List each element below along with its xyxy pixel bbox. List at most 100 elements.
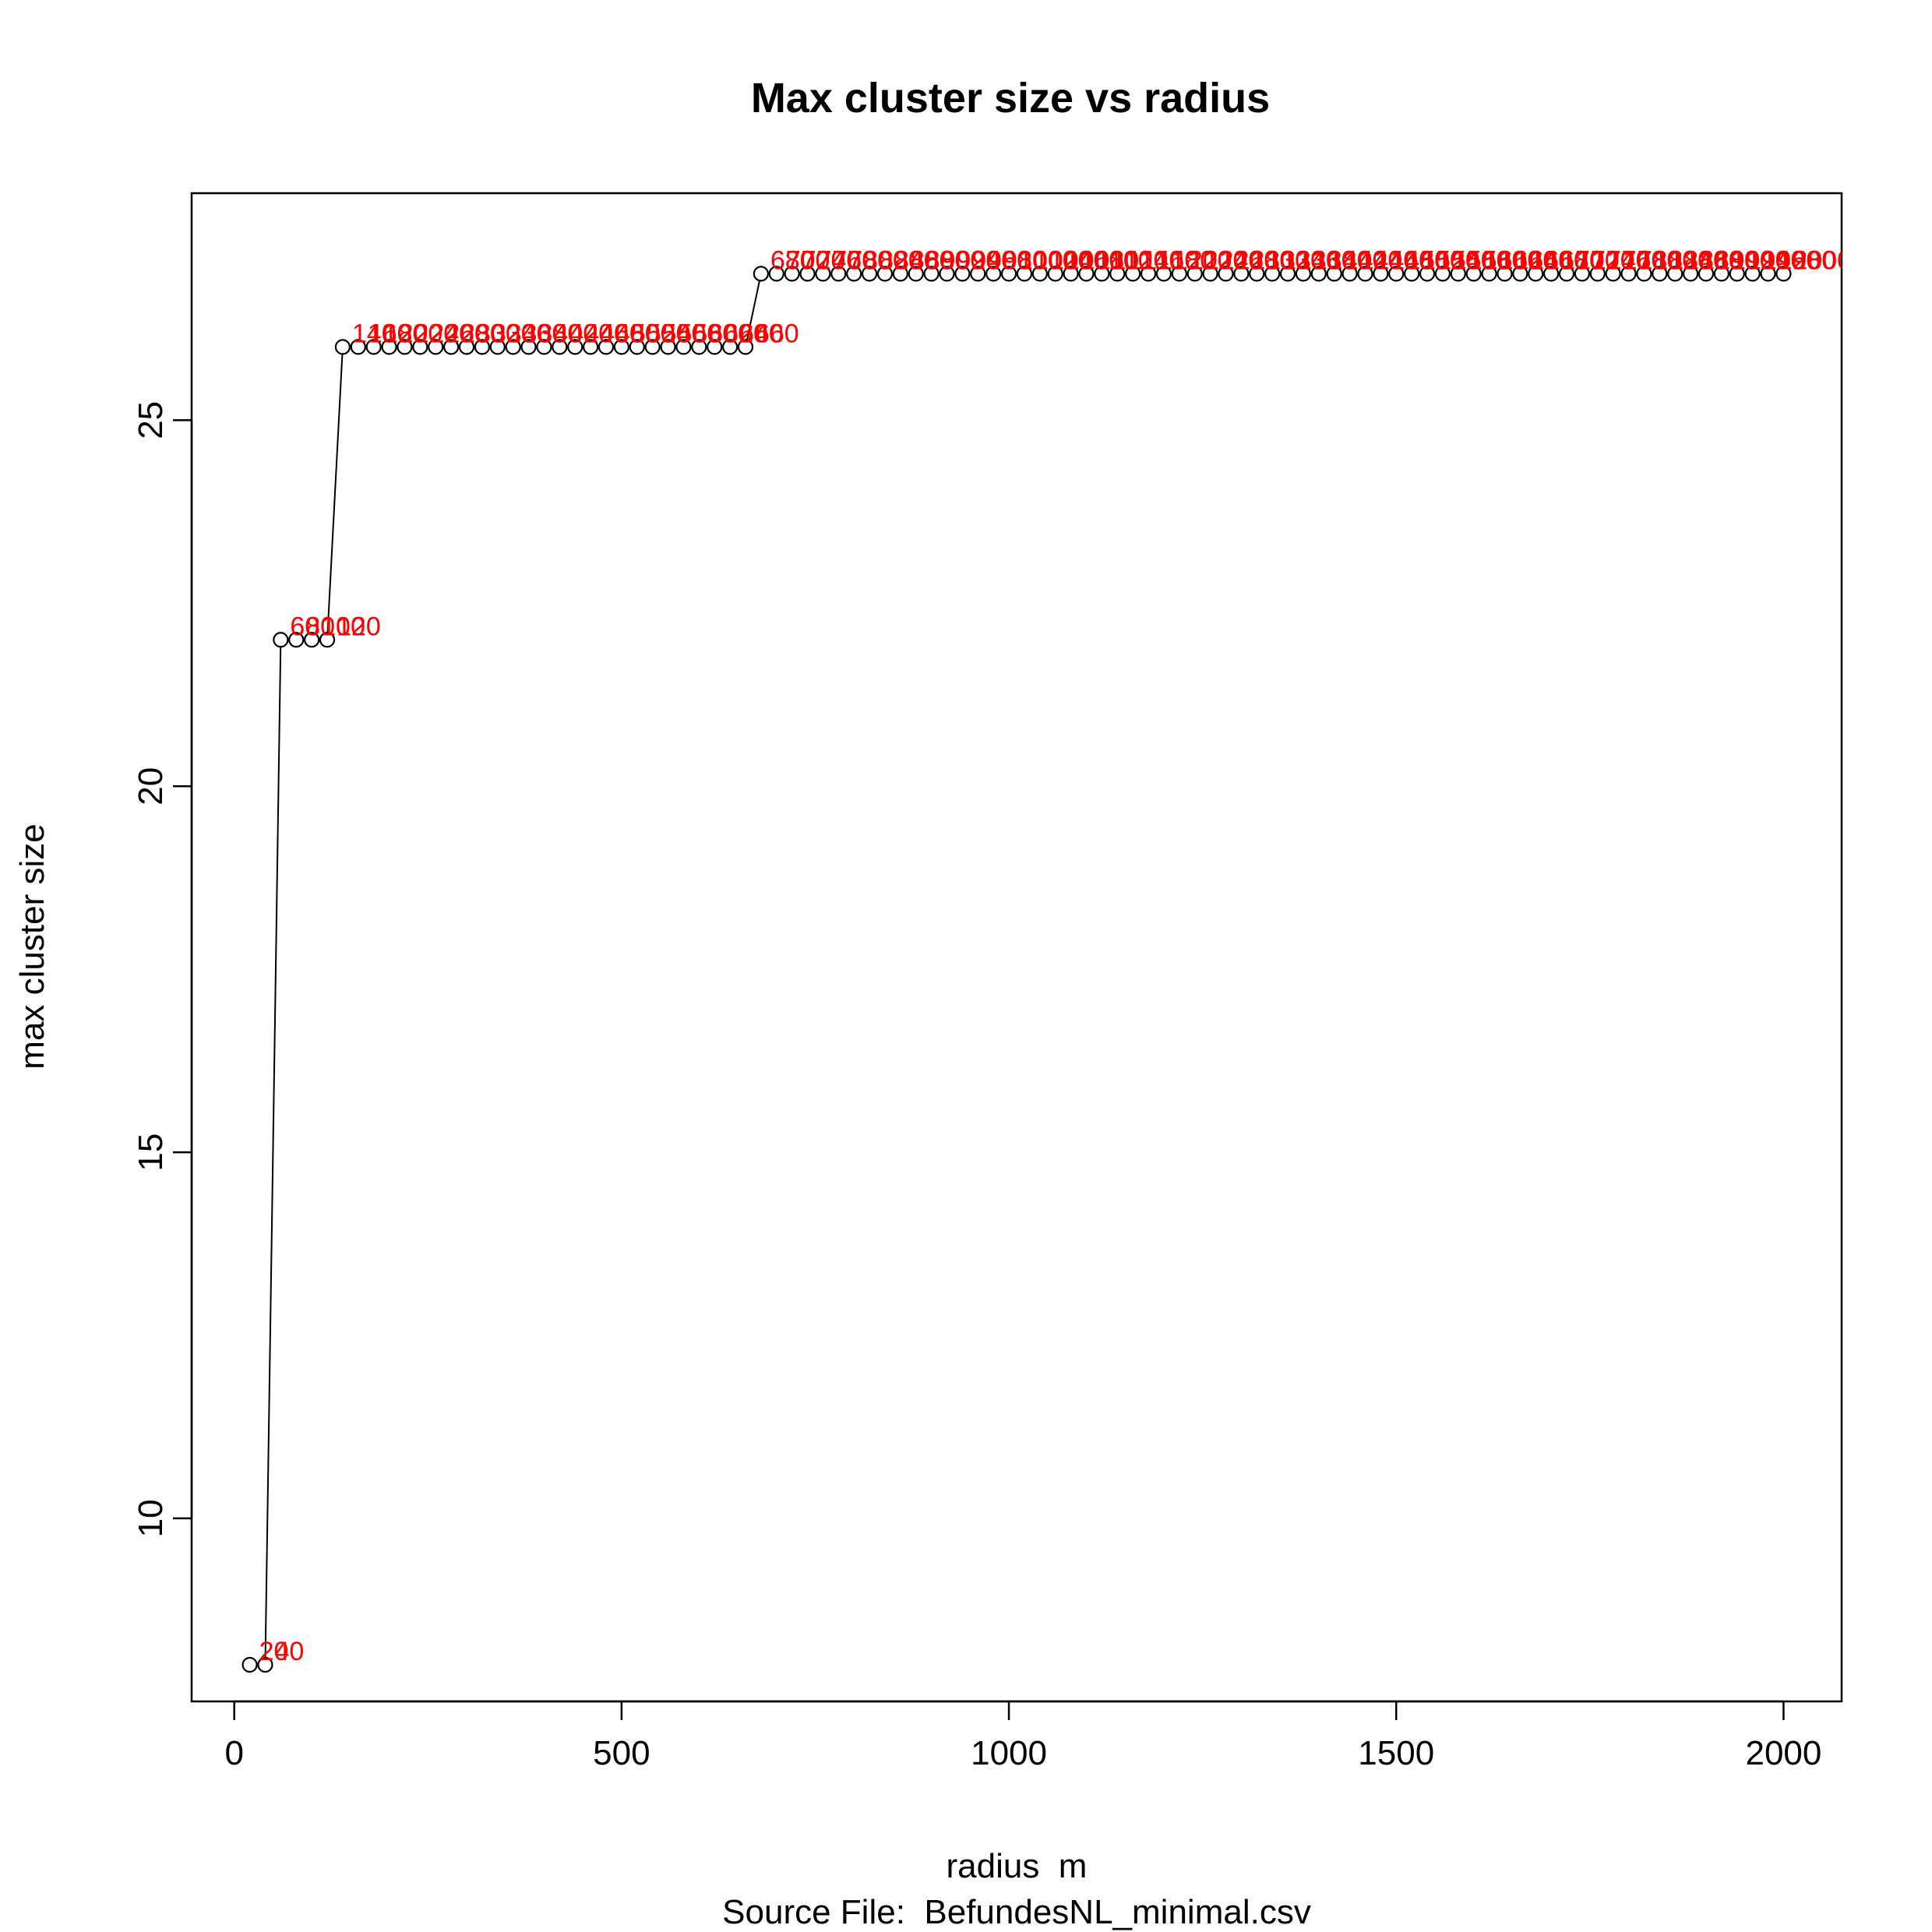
data-label: 220 bbox=[414, 319, 458, 348]
data-label: 1460 bbox=[1374, 245, 1433, 275]
data-label: 1960 bbox=[1762, 245, 1821, 275]
data-label: 1620 bbox=[1499, 245, 1558, 275]
plot-frame bbox=[190, 192, 1843, 1703]
data-point bbox=[1404, 266, 1420, 282]
data-label: 120 bbox=[337, 612, 381, 641]
data-label: 1260 bbox=[1220, 245, 1279, 275]
data-point bbox=[753, 266, 769, 282]
data-label: 1380 bbox=[1313, 245, 1372, 275]
data-label: 2000 bbox=[1793, 245, 1852, 275]
data-label: 1080 bbox=[1081, 245, 1140, 275]
data-point bbox=[1574, 266, 1590, 282]
data-label: 1280 bbox=[1235, 245, 1294, 275]
data-point bbox=[397, 339, 413, 355]
data-label: 1920 bbox=[1731, 245, 1790, 275]
data-point bbox=[350, 339, 366, 355]
data-point bbox=[1326, 266, 1342, 282]
data-label: 1640 bbox=[1514, 245, 1573, 275]
data-point bbox=[1744, 266, 1761, 282]
data-point bbox=[1465, 266, 1482, 282]
data-point bbox=[458, 339, 475, 355]
data-point bbox=[830, 266, 847, 282]
data-point bbox=[288, 632, 305, 648]
data-point bbox=[660, 339, 676, 355]
data-point bbox=[567, 339, 583, 355]
data-point bbox=[1218, 266, 1234, 282]
data-label: 360 bbox=[523, 319, 567, 348]
data-label: 1660 bbox=[1529, 245, 1588, 275]
data-point bbox=[691, 339, 707, 355]
data-point bbox=[1264, 266, 1281, 282]
data-point bbox=[1186, 266, 1203, 282]
series-line-segment bbox=[326, 347, 344, 640]
data-point bbox=[939, 266, 955, 282]
data-label: 520 bbox=[647, 319, 691, 348]
data-point bbox=[846, 266, 862, 282]
data-label: 1720 bbox=[1576, 245, 1635, 275]
data-label: 1100 bbox=[1095, 245, 1152, 275]
chart-title: Max cluster size vs radius bbox=[751, 75, 1270, 122]
data-point bbox=[1249, 266, 1265, 282]
data-point bbox=[1450, 266, 1466, 282]
data-label: 320 bbox=[492, 319, 536, 348]
data-point bbox=[334, 339, 351, 355]
data-label: 880 bbox=[925, 245, 970, 275]
data-point bbox=[1125, 266, 1141, 282]
data-label: 1540 bbox=[1437, 245, 1496, 275]
data-point bbox=[1155, 266, 1172, 282]
data-point bbox=[815, 266, 831, 282]
y-tick-label: 15 bbox=[132, 1133, 170, 1172]
data-label: 960 bbox=[987, 245, 1031, 275]
data-point bbox=[1652, 266, 1668, 282]
data-label: 1480 bbox=[1390, 245, 1449, 275]
data-point bbox=[908, 266, 924, 282]
data-point bbox=[954, 266, 971, 282]
x-axis-label: radius m bbox=[947, 1847, 1088, 1885]
data-label: 1520 bbox=[1421, 245, 1480, 275]
data-point bbox=[1016, 266, 1033, 282]
data-point bbox=[319, 632, 336, 648]
data-point bbox=[257, 1656, 273, 1673]
data-label: 1040 bbox=[1049, 245, 1109, 275]
series-line-segment bbox=[264, 640, 282, 1666]
data-point bbox=[675, 339, 692, 355]
data-point bbox=[1063, 266, 1079, 282]
x-axis: 0 500 1000 1500 2000 bbox=[224, 1700, 1821, 1772]
data-label: 760 bbox=[832, 245, 876, 275]
data-point bbox=[1698, 266, 1715, 282]
data-label: 1320 bbox=[1266, 245, 1325, 275]
data-label: 420 bbox=[569, 319, 613, 348]
data-label: 1820 bbox=[1653, 245, 1712, 275]
data-point bbox=[1202, 266, 1218, 282]
data-point bbox=[428, 339, 444, 355]
data-point bbox=[381, 339, 397, 355]
data-point bbox=[273, 632, 289, 648]
data-label: 1980 bbox=[1778, 245, 1837, 275]
data-point bbox=[242, 1656, 258, 1673]
data-label: 1680 bbox=[1545, 245, 1604, 275]
data-point bbox=[1031, 266, 1048, 282]
x-tick-label: 0 bbox=[224, 1734, 243, 1772]
data-label: 1060 bbox=[1065, 245, 1124, 275]
data-point bbox=[1729, 266, 1745, 282]
data-label: 680 bbox=[770, 245, 815, 275]
data-label: 1900 bbox=[1715, 245, 1775, 275]
data-label: 1140 bbox=[1126, 245, 1183, 275]
y-tick-label: 10 bbox=[132, 1500, 170, 1538]
data-point bbox=[1528, 266, 1544, 282]
data-point bbox=[1109, 266, 1126, 282]
data-label: 1700 bbox=[1560, 245, 1620, 275]
data-label: 100 bbox=[321, 612, 365, 641]
data-point bbox=[1094, 266, 1110, 282]
data-point bbox=[799, 266, 816, 282]
data-point bbox=[412, 339, 428, 355]
data-label: 1440 bbox=[1359, 245, 1419, 275]
data-label: 840 bbox=[894, 245, 939, 275]
data-point bbox=[1295, 266, 1312, 282]
data-point bbox=[474, 339, 490, 355]
data-label: 440 bbox=[584, 319, 629, 348]
data-point bbox=[1667, 266, 1683, 282]
